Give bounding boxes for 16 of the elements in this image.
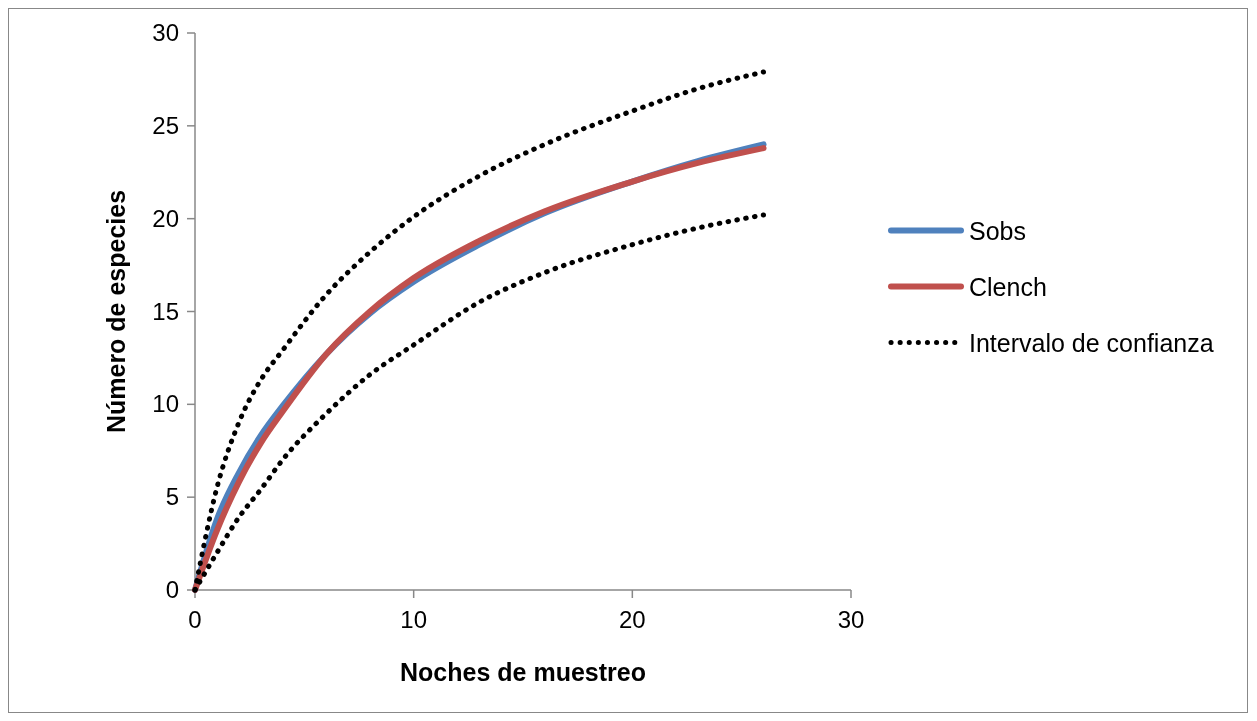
legend-label: Intervalo de confianza bbox=[969, 328, 1214, 357]
x-axis-title: Noches de muestreo bbox=[400, 658, 646, 686]
x-tick-label: 30 bbox=[837, 606, 865, 633]
x-tick-label: 10 bbox=[400, 606, 428, 633]
y-tick-label: 25 bbox=[152, 111, 179, 139]
y-tick-label: 30 bbox=[152, 19, 179, 46]
y-tick-label: 15 bbox=[152, 297, 179, 325]
y-tick-label: 0 bbox=[165, 576, 179, 603]
x-tick-label: 0 bbox=[188, 606, 202, 633]
legend-label: Sobs bbox=[969, 216, 1026, 245]
y-tick-label: 5 bbox=[165, 483, 179, 511]
y-tick-label: 10 bbox=[152, 390, 179, 418]
legend-label: Clench bbox=[969, 272, 1047, 301]
y-tick-label: 20 bbox=[152, 204, 179, 232]
x-tick-label: 20 bbox=[618, 606, 646, 633]
y-axis-title: Número de especies bbox=[102, 189, 130, 434]
